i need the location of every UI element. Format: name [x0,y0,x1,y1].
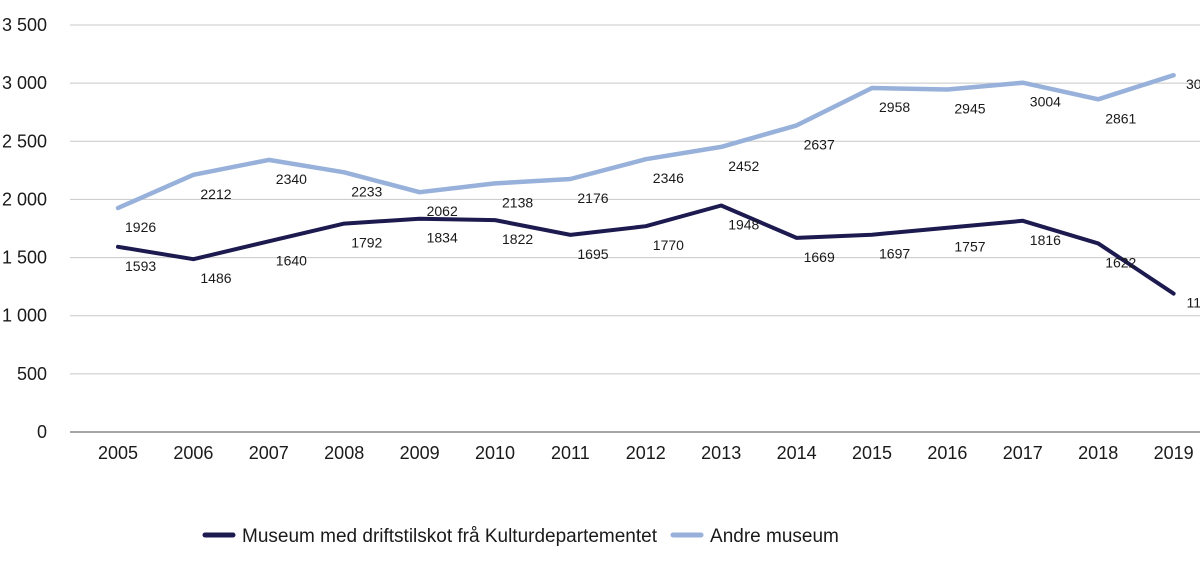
data-label: 2958 [879,99,910,115]
data-label: 2637 [804,136,835,152]
data-label: 2340 [276,171,307,187]
data-label: 2233 [351,183,382,199]
series-line [116,203,1176,296]
data-label: 2062 [427,203,458,219]
data-label: 1757 [954,239,985,255]
data-label: 2138 [502,194,533,210]
y-tick-label: 500 [17,364,47,384]
data-label: 1486 [200,270,231,286]
y-tick-label: 1 000 [2,306,47,326]
data-label: 1770 [653,237,684,253]
y-axis-tick-labels: 0 500 1 000 1 500 2 000 2 500 3 000 3 500 [2,15,47,442]
data-label: 2861 [1105,110,1136,126]
x-tick-label: 2007 [249,443,289,463]
data-label: 1697 [879,246,910,262]
data-label: 1926 [125,219,156,235]
data-label: 1622 [1105,254,1136,270]
data-label: 2346 [653,170,684,186]
x-tick-label: 2010 [475,443,515,463]
data-labels: 1593 1486 1640 1792 1834 1822 1695 1770 1948 1669… [125,76,1200,310]
x-tick-label: 2018 [1078,443,1118,463]
data-label: 1816 [1030,232,1061,248]
y-tick-label: 3 500 [2,15,47,35]
x-tick-label: 2019 [1154,443,1194,463]
series-line [115,72,1176,211]
x-tick-label: 2017 [1003,443,1043,463]
data-label: 2176 [577,190,608,206]
gridlines [70,24,1200,433]
x-tick-label: 2009 [400,443,440,463]
legend: Museum med driftstilskot frå Kulturdepar… [202,526,839,547]
data-label: 1640 [276,252,307,268]
data-label: 1669 [804,249,835,265]
series-lines [115,72,1176,296]
data-label: 1822 [502,231,533,247]
x-axis-tick-labels: 2005 2006 2007 2008 2009 2010 2011 2012 2013 2014… [98,443,1194,463]
x-tick-label: 2016 [927,443,967,463]
data-label: 3068 [1186,76,1200,92]
x-tick-label: 2015 [852,443,892,463]
y-tick-label: 1 500 [2,248,47,268]
legend-label: Andre museum [710,526,839,547]
x-tick-label: 2006 [173,443,213,463]
x-tick-label: 2008 [324,443,364,463]
data-label: 2212 [200,186,231,202]
data-label: 1593 [125,258,156,274]
data-label: 1695 [577,246,608,262]
x-tick-label: 2013 [701,443,741,463]
data-label: 1792 [351,235,382,251]
data-label: 1190 [1187,295,1200,311]
data-label: 3004 [1030,94,1061,110]
x-tick-label: 2012 [626,443,666,463]
data-label: 1948 [728,216,759,232]
legend-label: Museum med driftstilskot frå Kulturdepar… [242,526,658,547]
y-tick-label: 0 [37,422,47,442]
x-tick-label: 2011 [551,443,590,463]
x-tick-label: 2005 [98,443,138,463]
data-label: 2452 [728,158,759,174]
x-tick-label: 2014 [777,443,817,463]
y-tick-label: 2 000 [2,189,47,209]
data-label: 2945 [954,101,985,117]
data-label: 1834 [427,230,458,246]
y-tick-label: 2 500 [2,131,47,151]
y-tick-label: 3 000 [2,73,47,93]
